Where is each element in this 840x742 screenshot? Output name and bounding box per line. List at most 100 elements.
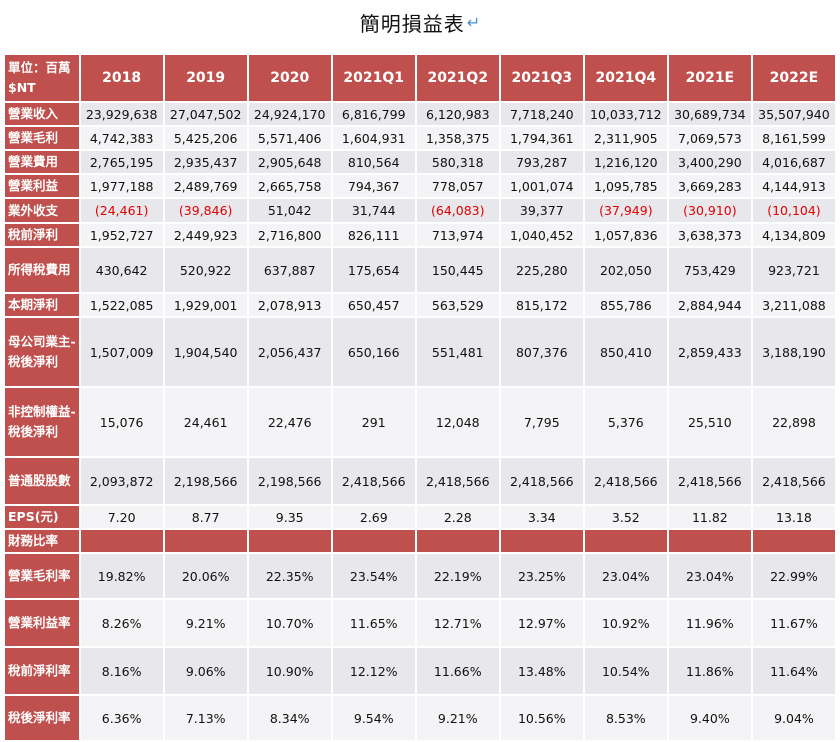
value-cell: 2,311,905 bbox=[584, 127, 667, 149]
value-cell: 2,056,437 bbox=[248, 318, 331, 386]
value-cell: 11.67% bbox=[752, 600, 835, 646]
column-header: 2021Q1 bbox=[332, 55, 415, 101]
value-cell: 2,078,913 bbox=[248, 294, 331, 316]
section-filler-cell bbox=[332, 530, 415, 552]
value-cell: 8.53% bbox=[584, 696, 667, 740]
value-cell: 1,952,727 bbox=[80, 224, 163, 246]
value-cell: 2.69 bbox=[332, 506, 415, 528]
section-filler-cell bbox=[752, 530, 835, 552]
table-row: 營業費用 2,765,195 2,935,437 2,905,648 810,564 58… bbox=[5, 151, 835, 173]
value-cell: 51,042 bbox=[248, 199, 331, 222]
value-cell: 8.26% bbox=[80, 600, 163, 646]
value-cell: 807,376 bbox=[500, 318, 583, 386]
value-cell: 2,905,648 bbox=[248, 151, 331, 173]
value-cell: 2,716,800 bbox=[248, 224, 331, 246]
value-cell: 11.96% bbox=[668, 600, 751, 646]
value-cell: 15,076 bbox=[80, 388, 163, 456]
value-cell: 2,489,769 bbox=[164, 175, 247, 197]
value-cell: 6,120,983 bbox=[416, 103, 499, 125]
value-cell: 778,057 bbox=[416, 175, 499, 197]
document-title: 簡明損益表 bbox=[359, 11, 465, 36]
header-row: 單位：百萬$NT 2018 2019 2020 2021Q1 2021Q2 2021Q3 2… bbox=[5, 55, 835, 101]
value-cell: 9.21% bbox=[416, 696, 499, 740]
value-cell: 1,604,931 bbox=[332, 127, 415, 149]
value-cell: 793,287 bbox=[500, 151, 583, 173]
value-cell: 1,040,452 bbox=[500, 224, 583, 246]
value-cell: 850,410 bbox=[584, 318, 667, 386]
table-body: 營業收入 23,929,638 27,047,502 24,924,170 6,816,… bbox=[5, 103, 835, 740]
value-cell: 1,358,375 bbox=[416, 127, 499, 149]
value-cell: 12,048 bbox=[416, 388, 499, 456]
value-cell: 12.97% bbox=[500, 600, 583, 646]
value-cell: 9.40% bbox=[668, 696, 751, 740]
value-cell: 794,367 bbox=[332, 175, 415, 197]
column-header: 2020 bbox=[248, 55, 331, 101]
document-title-bar: 簡明損益表 ↵ bbox=[0, 0, 840, 44]
section-filler-cell bbox=[584, 530, 667, 552]
value-cell: 2,198,566 bbox=[248, 458, 331, 504]
value-cell: 2,418,566 bbox=[500, 458, 583, 504]
value-cell: 855,786 bbox=[584, 294, 667, 316]
section-filler-cell bbox=[248, 530, 331, 552]
value-cell: 2,198,566 bbox=[164, 458, 247, 504]
income-statement-table: 單位：百萬$NT 2018 2019 2020 2021Q1 2021Q2 2021Q3 2… bbox=[3, 53, 837, 742]
value-cell: 2,449,923 bbox=[164, 224, 247, 246]
table-row: 稅前淨利 1,952,727 2,449,923 2,716,800 826,111 71… bbox=[5, 224, 835, 246]
value-cell: 3,211,088 bbox=[752, 294, 835, 316]
value-cell: 1,507,009 bbox=[80, 318, 163, 386]
row-label: 營業利益 bbox=[5, 175, 79, 197]
value-cell: 563,529 bbox=[416, 294, 499, 316]
row-label: 稅前淨利 bbox=[5, 224, 79, 246]
table-row: 非控制權益-稅後淨利 15,076 24,461 22,476 291 12,048 7,7… bbox=[5, 388, 835, 456]
value-cell: 7.20 bbox=[80, 506, 163, 528]
value-cell: 3.34 bbox=[500, 506, 583, 528]
value-cell: 5,571,406 bbox=[248, 127, 331, 149]
table-row: 營業收入 23,929,638 27,047,502 24,924,170 6,816,… bbox=[5, 103, 835, 125]
value-cell: 923,721 bbox=[752, 248, 835, 292]
value-cell: 39,377 bbox=[500, 199, 583, 222]
value-cell: 3.52 bbox=[584, 506, 667, 528]
value-cell: 9.35 bbox=[248, 506, 331, 528]
row-label: 營業費用 bbox=[5, 151, 79, 173]
column-header: 2021Q3 bbox=[500, 55, 583, 101]
value-cell: 3,400,290 bbox=[668, 151, 751, 173]
value-cell: 753,429 bbox=[668, 248, 751, 292]
value-cell: 25,510 bbox=[668, 388, 751, 456]
value-cell: (37,949) bbox=[584, 199, 667, 222]
value-cell: 4,016,687 bbox=[752, 151, 835, 173]
value-cell: 23.04% bbox=[668, 554, 751, 598]
table-row: 稅後淨利率 6.36% 7.13% 8.34% 9.54% 9.21% 10.56% 8.53… bbox=[5, 696, 835, 740]
unit-label-cell: 單位：百萬$NT bbox=[5, 55, 79, 101]
value-cell: (10,104) bbox=[752, 199, 835, 222]
value-cell: 11.64% bbox=[752, 648, 835, 694]
row-label: 稅前淨利率 bbox=[5, 648, 79, 694]
value-cell: 31,744 bbox=[332, 199, 415, 222]
table-row: 稅前淨利率 8.16% 9.06% 10.90% 12.12% 11.66% 13.48% 1… bbox=[5, 648, 835, 694]
section-filler-cell bbox=[500, 530, 583, 552]
value-cell: 11.86% bbox=[668, 648, 751, 694]
value-cell: 9.21% bbox=[164, 600, 247, 646]
value-cell: 4,144,913 bbox=[752, 175, 835, 197]
value-cell: 826,111 bbox=[332, 224, 415, 246]
row-label: EPS(元) bbox=[5, 506, 79, 528]
value-cell: 13.18 bbox=[752, 506, 835, 528]
value-cell: 27,047,502 bbox=[164, 103, 247, 125]
table-row: 本期淨利 1,522,085 1,929,001 2,078,913 650,457 56… bbox=[5, 294, 835, 316]
value-cell: 2,418,566 bbox=[668, 458, 751, 504]
value-cell: 1,522,085 bbox=[80, 294, 163, 316]
value-cell: 10.54% bbox=[584, 648, 667, 694]
value-cell: 30,689,734 bbox=[668, 103, 751, 125]
value-cell: 650,166 bbox=[332, 318, 415, 386]
value-cell: 9.54% bbox=[332, 696, 415, 740]
value-cell: 23.54% bbox=[332, 554, 415, 598]
column-header: 2021Q4 bbox=[584, 55, 667, 101]
value-cell: 520,922 bbox=[164, 248, 247, 292]
value-cell: 815,172 bbox=[500, 294, 583, 316]
section-filler-cell bbox=[416, 530, 499, 552]
value-cell: 580,318 bbox=[416, 151, 499, 173]
value-cell: 202,050 bbox=[584, 248, 667, 292]
value-cell: 11.65% bbox=[332, 600, 415, 646]
value-cell: 4,134,809 bbox=[752, 224, 835, 246]
table-row: EPS(元) 7.20 8.77 9.35 2.69 2.28 3.34 3.52 11.82 1… bbox=[5, 506, 835, 528]
value-cell: 19.82% bbox=[80, 554, 163, 598]
